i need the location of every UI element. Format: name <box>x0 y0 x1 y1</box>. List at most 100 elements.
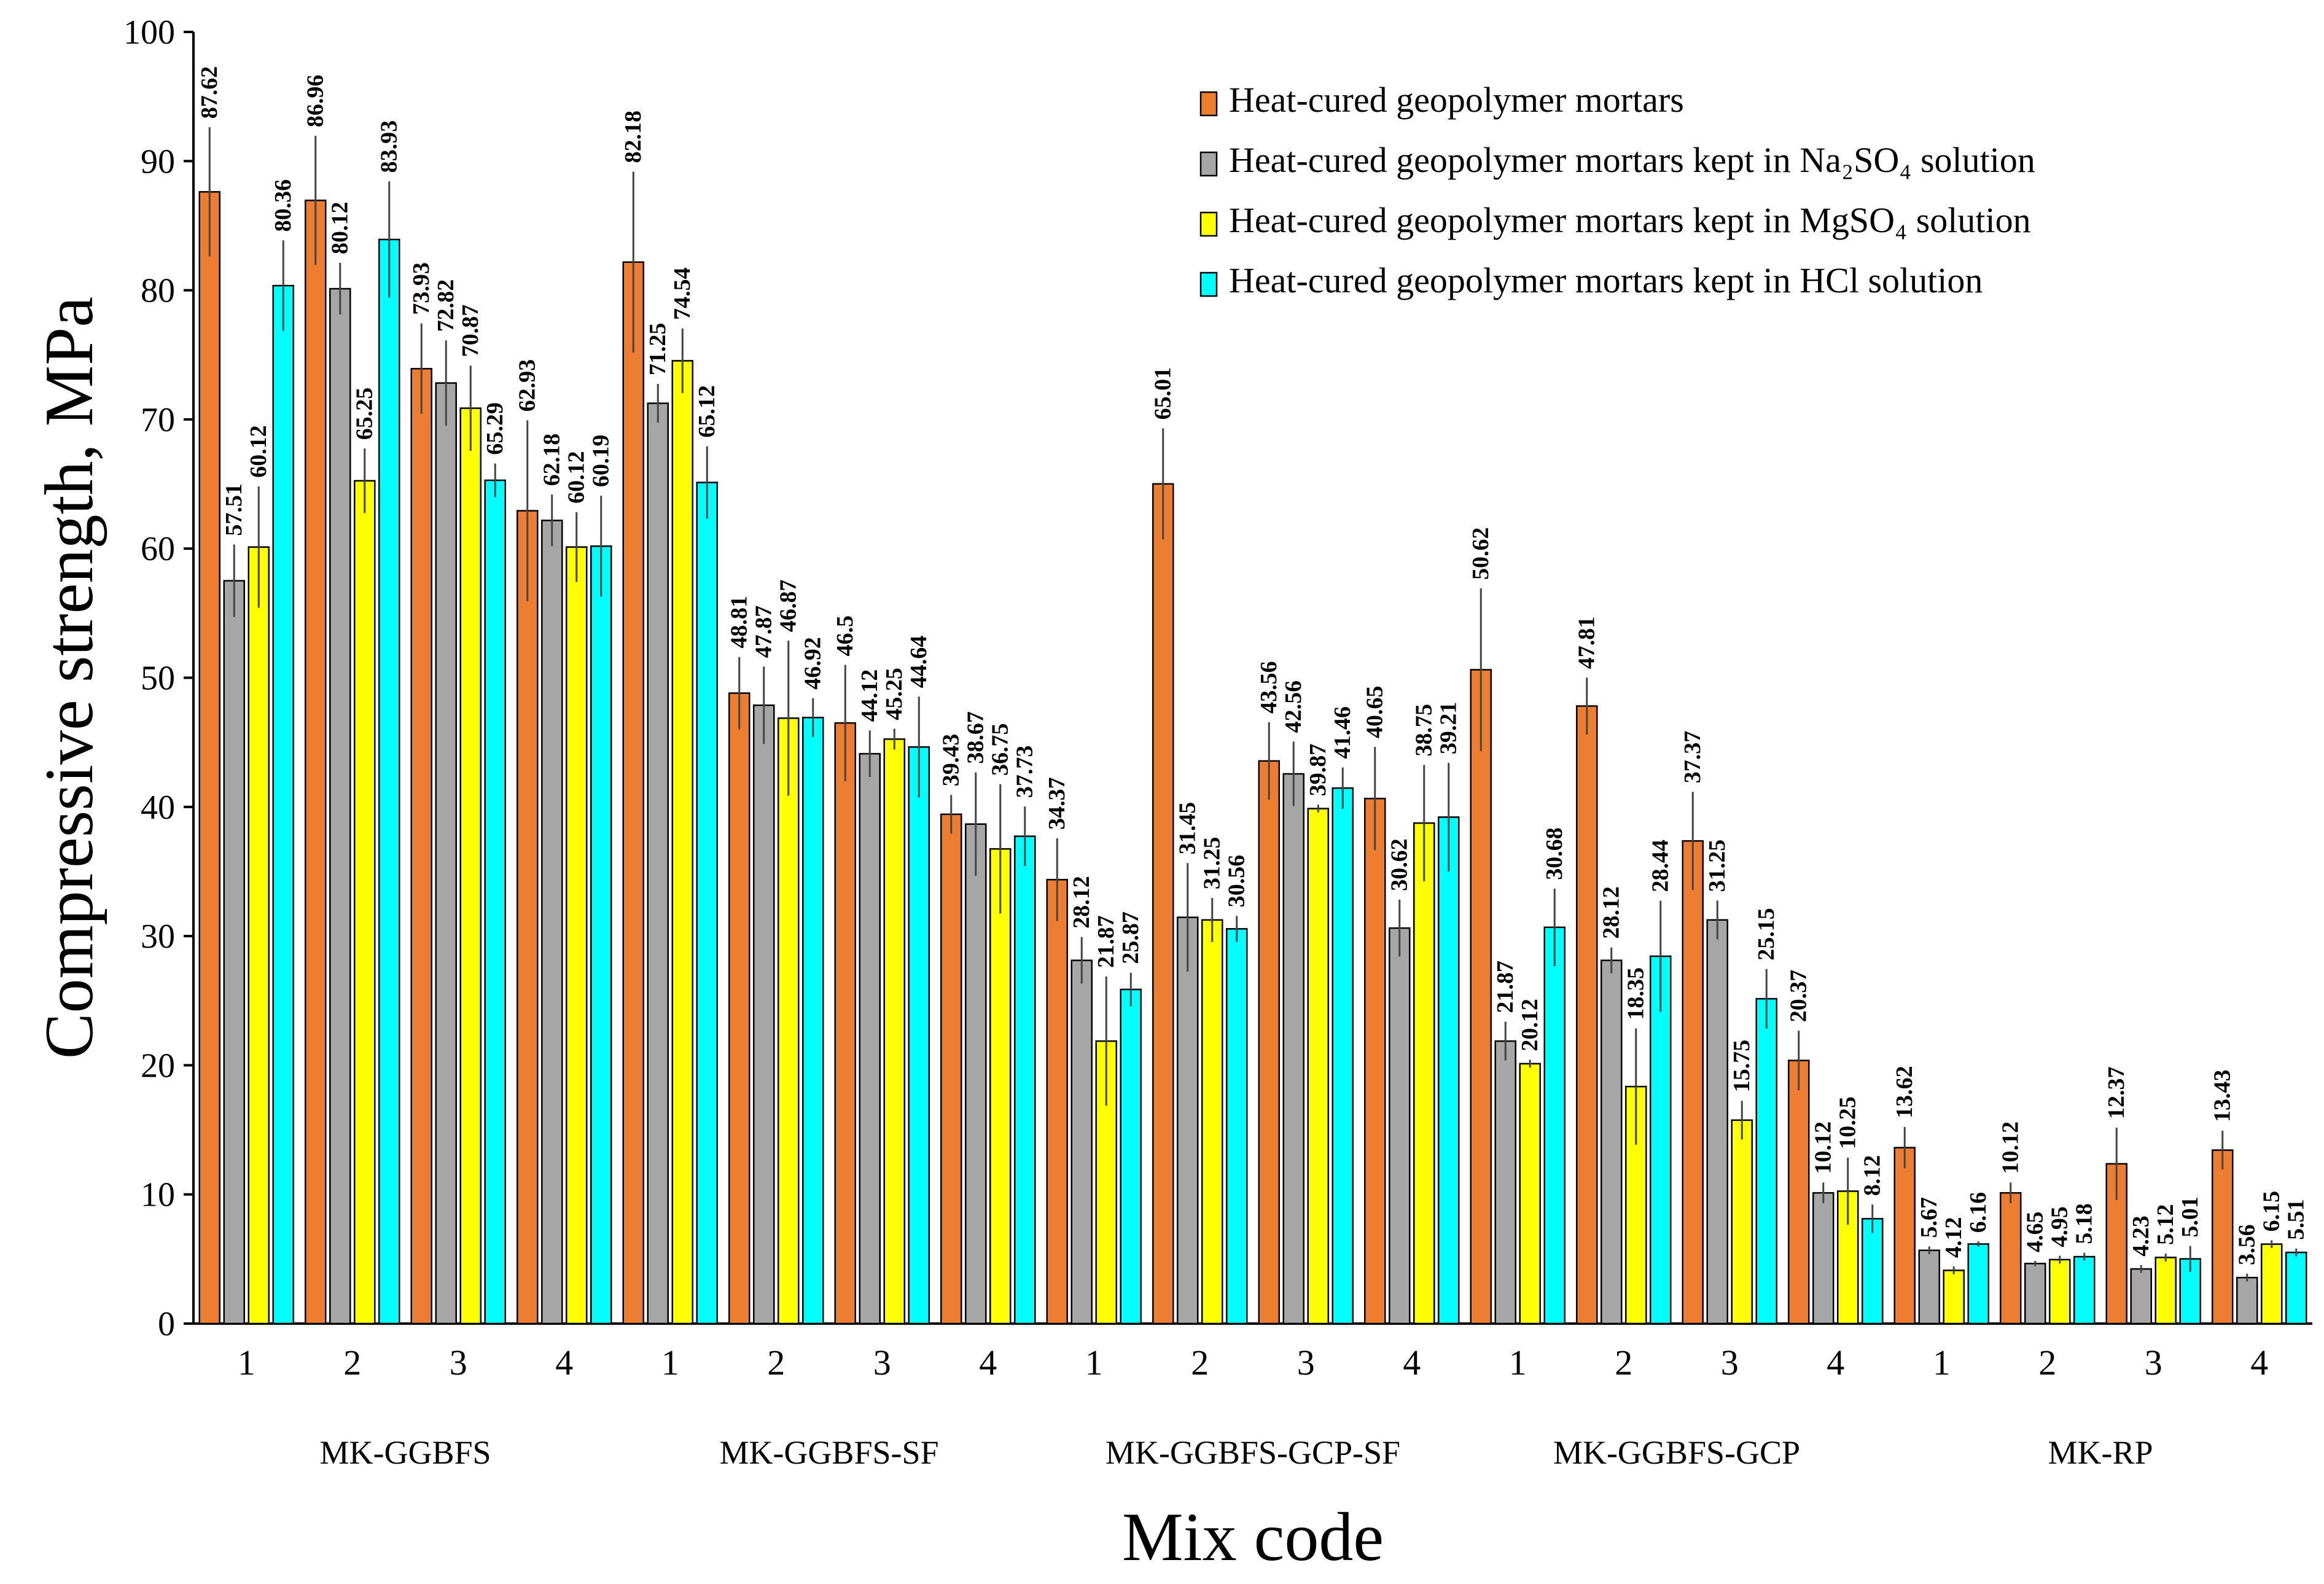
data-label: 10.12 <box>1998 1122 2024 1174</box>
bar <box>753 704 775 1325</box>
bar <box>354 480 376 1325</box>
data-label: 46.5 <box>832 615 858 657</box>
data-label: 5.67 <box>1916 1197 1942 1238</box>
bar <box>1893 1147 1916 1325</box>
data-label: 44.12 <box>857 669 883 722</box>
data-label: 5.12 <box>2153 1204 2178 1246</box>
bar <box>1332 787 1354 1325</box>
data-label: 28.44 <box>1648 840 1674 892</box>
bar <box>859 752 881 1325</box>
data-label: 38.75 <box>1411 704 1437 757</box>
x-tick-label: 1 <box>1509 1343 1527 1383</box>
bar <box>1967 1243 1989 1325</box>
x-tick-label: 1 <box>1085 1343 1103 1383</box>
bar <box>1014 835 1036 1325</box>
data-label: 6.15 <box>2259 1191 2285 1232</box>
data-label: 28.12 <box>1599 886 1624 939</box>
bar <box>484 479 506 1325</box>
data-label: 80.12 <box>327 202 353 255</box>
data-label: 5.18 <box>2072 1203 2097 1244</box>
data-label: 82.18 <box>620 111 646 163</box>
x-tick-label: 2 <box>767 1343 785 1383</box>
bar <box>2261 1243 2283 1325</box>
y-tick-label: 30 <box>141 918 175 956</box>
data-label: 3.56 <box>2234 1224 2260 1265</box>
data-label: 50.62 <box>1468 527 1494 580</box>
legend-label: Heat-cured geopolymer mortars kept in Na… <box>1229 140 2035 180</box>
data-label: 37.73 <box>1012 746 1038 798</box>
bar <box>1576 705 1598 1325</box>
data-label: 10.12 <box>1811 1122 1836 1174</box>
bar <box>2000 1192 2022 1325</box>
data-label: 20.12 <box>1517 999 1543 1051</box>
legend-label: Heat-cured geopolymer mortars kept in Mg… <box>1229 200 2031 240</box>
bar <box>272 284 294 1325</box>
bar <box>2130 1268 2152 1325</box>
x-tick-label: 2 <box>1191 1343 1209 1383</box>
data-label: 12.37 <box>2104 1066 2129 1119</box>
y-tick-label: 10 <box>141 1176 175 1214</box>
bar <box>2073 1255 2096 1325</box>
data-label: 65.25 <box>352 388 378 440</box>
bar <box>1682 840 1704 1325</box>
data-label: 4.23 <box>2128 1215 2154 1257</box>
y-tick-label: 50 <box>141 660 175 698</box>
data-label: 5.51 <box>2283 1199 2309 1240</box>
legend-label: Heat-cured geopolymer mortars kept in HC… <box>1229 260 1983 300</box>
bar <box>305 199 327 1325</box>
data-label: 86.96 <box>303 75 329 128</box>
bar <box>1070 959 1093 1325</box>
data-label: 83.93 <box>376 120 402 173</box>
y-tick-label: 100 <box>123 14 175 52</box>
group-label: MK-GGBFS-SF <box>719 1434 938 1471</box>
data-label: 4.12 <box>1941 1217 1967 1258</box>
bar <box>1601 959 1623 1325</box>
x-tick-label: 4 <box>1827 1343 1844 1383</box>
data-label: 39.87 <box>1305 744 1331 797</box>
bar <box>1046 878 1068 1325</box>
data-label: 21.87 <box>1093 915 1119 968</box>
data-label: 48.81 <box>727 596 752 649</box>
x-tick-label: 3 <box>450 1343 467 1383</box>
x-tick-label: 4 <box>979 1343 997 1383</box>
bar <box>1862 1217 1884 1325</box>
bar <box>566 546 588 1325</box>
data-label: 60.19 <box>588 435 614 488</box>
data-label: 13.62 <box>1892 1066 1917 1118</box>
data-label: 45.25 <box>881 668 907 720</box>
data-label: 62.93 <box>515 359 540 412</box>
x-tick-label: 2 <box>343 1343 361 1383</box>
bar <box>778 717 800 1325</box>
data-label: 73.93 <box>408 262 434 315</box>
group-label: MK-GGBFS-GCP <box>1553 1434 1800 1471</box>
x-axis-title: Mix code <box>1122 1499 1384 1575</box>
data-label: 15.75 <box>1729 1040 1755 1093</box>
y-tick-label: 70 <box>141 401 175 439</box>
data-label: 30.56 <box>1224 855 1250 908</box>
bar <box>1258 760 1280 1325</box>
y-tick-label: 0 <box>158 1305 175 1343</box>
bar <box>1519 1063 1541 1325</box>
data-label: 39.21 <box>1436 702 1462 755</box>
data-label: 71.25 <box>645 323 671 376</box>
data-label: 30.68 <box>1542 827 1567 880</box>
data-label: 40.65 <box>1362 686 1388 739</box>
bar <box>1470 669 1492 1325</box>
bar <box>223 580 245 1325</box>
data-label: 13.43 <box>2210 1070 2236 1123</box>
data-label: 65.01 <box>1150 367 1176 420</box>
bar <box>2236 1276 2258 1325</box>
data-label: 31.25 <box>1704 840 1730 892</box>
bar <box>1812 1192 1835 1325</box>
data-label: 41.46 <box>1330 706 1355 759</box>
bar <box>435 382 457 1325</box>
data-label: 8.12 <box>1860 1155 1885 1196</box>
data-label: 44.64 <box>906 636 932 689</box>
x-tick-label: 1 <box>1933 1343 1951 1383</box>
legend-swatch <box>1199 271 1218 297</box>
x-tick-label: 1 <box>661 1343 679 1383</box>
bar <box>198 191 220 1325</box>
x-tick-label: 4 <box>1403 1343 1421 1383</box>
